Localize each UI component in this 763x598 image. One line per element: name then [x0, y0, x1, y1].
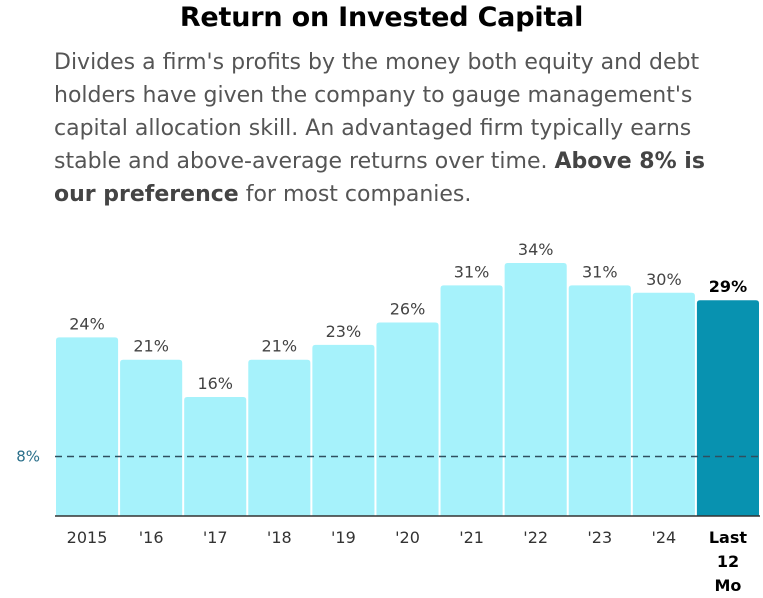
- data-label-5: 26%: [390, 300, 426, 319]
- x-tick-label-7: '22: [523, 528, 548, 547]
- bars-group: [56, 263, 759, 516]
- data-label-8: 31%: [582, 262, 618, 281]
- x-tick-label-10: Last 12 Mo: [709, 528, 748, 595]
- x-tick-label-5: '20: [395, 528, 420, 547]
- bar-3: [248, 359, 311, 516]
- data-labels-group: 24% 21% 16% 21% 23% 26% 31% 34% 31% 30% 29%: [69, 240, 747, 393]
- data-label-2: 16%: [197, 374, 233, 393]
- bar-6: [440, 285, 503, 516]
- bar-5: [376, 322, 439, 516]
- data-label-4: 23%: [326, 322, 362, 341]
- data-label-9: 30%: [646, 270, 682, 289]
- x-tick-label-3: '18: [267, 528, 292, 547]
- description-text-end: for most companies.: [238, 182, 472, 207]
- bar-0: [56, 337, 119, 516]
- data-label-7: 34%: [518, 240, 554, 259]
- bar-8: [568, 285, 631, 516]
- chart-description: Divides a firm's profits by the money bo…: [54, 46, 734, 211]
- reference-line-label: 8%: [16, 447, 40, 465]
- data-label-10: 29%: [709, 277, 747, 296]
- x-tick-label-1: '16: [139, 528, 164, 547]
- bar-4: [312, 344, 375, 516]
- bar-1: [120, 359, 183, 516]
- x-tick-label-6: '21: [459, 528, 484, 547]
- x-tick-label-2: '17: [203, 528, 228, 547]
- description-text: Divides a firm's profits by the money bo…: [54, 50, 700, 174]
- bar-7: [504, 263, 567, 516]
- chart-title: Return on Invested Capital: [179, 2, 584, 33]
- data-label-6: 31%: [454, 262, 490, 281]
- data-label-1: 21%: [133, 337, 169, 356]
- x-tick-label-8: '23: [587, 528, 612, 547]
- x-tick-label-4: '19: [331, 528, 356, 547]
- bar-9: [632, 292, 695, 516]
- x-tick-labels-group: 2015 '16 '17 '18 '19 '20 '21 '22 '23 '24 Last 12 Mo: [67, 528, 748, 595]
- bar-10: [696, 300, 759, 516]
- data-label-0: 24%: [69, 314, 105, 333]
- description-emphasis: Above 8% is our preference: [54, 149, 705, 207]
- data-label-3: 21%: [262, 337, 298, 356]
- x-tick-label-0: 2015: [67, 528, 108, 547]
- x-tick-label-9: '24: [651, 528, 676, 547]
